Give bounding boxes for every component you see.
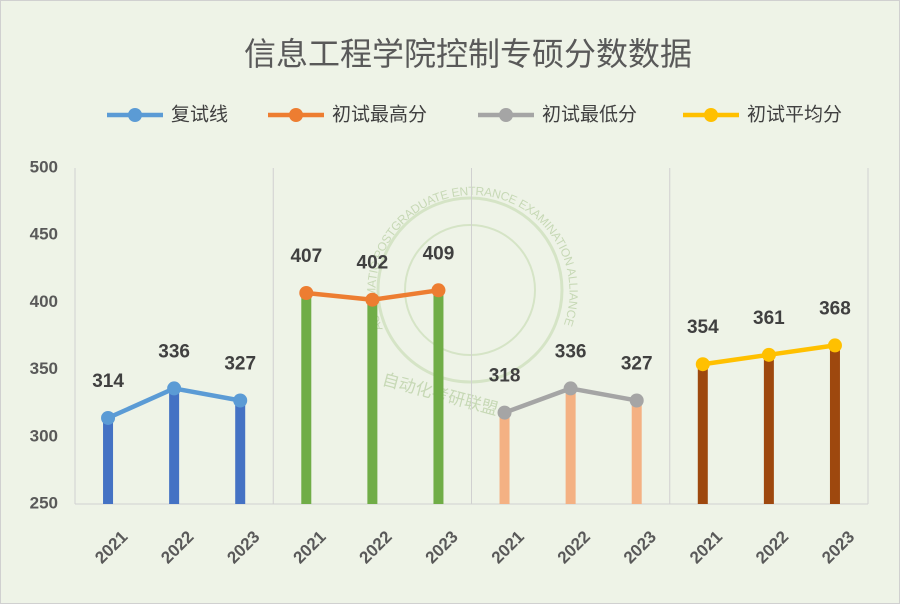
point <box>629 393 644 408</box>
point <box>365 292 380 307</box>
point <box>431 283 446 298</box>
chart-title: 信息工程学院控制专硕分数数据 <box>244 35 692 73</box>
watermark-ring <box>404 224 536 356</box>
value-label: 336 <box>158 341 190 362</box>
bar <box>631 400 642 504</box>
y-tick-label: 300 <box>30 426 58 445</box>
legend-marker <box>128 108 142 122</box>
value-label: 402 <box>357 253 389 274</box>
legend-marker <box>704 108 718 122</box>
value-label: 318 <box>489 366 521 387</box>
value-label: 354 <box>687 317 719 338</box>
value-label: 336 <box>555 341 587 362</box>
point <box>695 357 710 372</box>
value-label: 409 <box>423 243 455 264</box>
bar <box>499 412 510 504</box>
bar <box>829 345 840 504</box>
value-label: 368 <box>819 298 851 319</box>
value-label: 314 <box>92 371 124 392</box>
value-label: 407 <box>290 246 322 267</box>
bar <box>565 388 576 504</box>
legend-label: 初试最低分 <box>542 104 637 126</box>
y-tick-label: 400 <box>30 292 58 311</box>
legend-label: 初试最高分 <box>332 104 427 126</box>
bar <box>433 290 444 504</box>
legend-label: 复试线 <box>171 104 228 126</box>
bar <box>169 388 180 504</box>
bar <box>697 364 708 504</box>
y-tick-label: 500 <box>30 157 58 176</box>
bar <box>763 354 774 504</box>
bar <box>367 299 378 504</box>
y-tick-label: 250 <box>30 493 58 512</box>
point <box>101 410 116 425</box>
point <box>563 381 578 396</box>
bar <box>103 417 114 504</box>
legend-marker <box>499 108 513 122</box>
bar <box>235 400 246 504</box>
value-label: 327 <box>224 354 256 375</box>
point <box>761 347 776 362</box>
bar <box>301 292 312 504</box>
legend-label: 初试平均分 <box>747 104 842 126</box>
watermark-ring <box>376 196 564 384</box>
value-label: 327 <box>621 354 653 375</box>
y-tick-label: 450 <box>30 225 58 244</box>
point <box>167 381 182 396</box>
y-tick-label: 350 <box>30 359 58 378</box>
point <box>827 338 842 353</box>
point <box>497 405 512 420</box>
point <box>299 285 314 300</box>
value-label: 361 <box>753 308 785 329</box>
legend-marker <box>289 108 303 122</box>
point <box>233 393 248 408</box>
